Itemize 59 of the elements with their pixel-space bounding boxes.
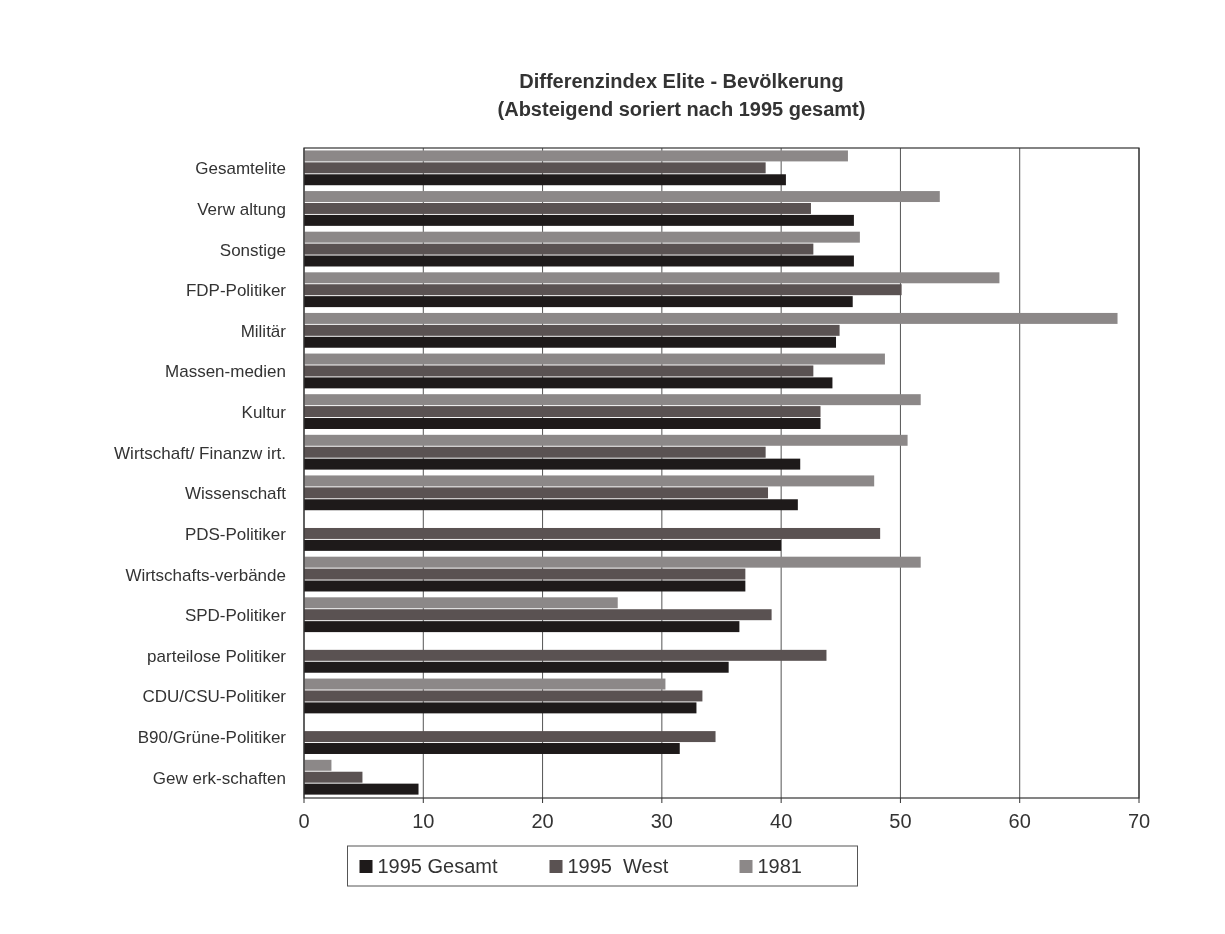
x-tick-label: 20 [531, 810, 554, 832]
y-tick-label: Gesamtelite [195, 159, 286, 179]
bar [304, 458, 801, 470]
bar [304, 150, 848, 162]
legend-label: 1995 West [567, 855, 669, 877]
bar [304, 539, 782, 551]
y-tick-label: parteilose Politiker [147, 646, 287, 666]
bar [304, 743, 680, 754]
y-tick-label: B90/Grüne-Politiker [137, 728, 287, 748]
chart-title: Differenzindex Elite - Bevölkerung [519, 70, 844, 92]
y-tick-label: CDU/CSU-Politiker [142, 687, 287, 707]
bar [304, 434, 908, 446]
bar [304, 336, 837, 348]
bar [304, 394, 921, 406]
x-tick-label: 50 [889, 810, 912, 832]
x-tick-label: 60 [1008, 810, 1031, 832]
bar [304, 255, 854, 267]
bar [304, 312, 1118, 324]
y-tick-label: Wirtschaft/ Finanzw irt. [114, 443, 286, 463]
bar [304, 771, 363, 783]
bar [304, 418, 821, 429]
bar [304, 272, 1000, 284]
x-tick-label: 70 [1127, 810, 1151, 832]
bar [304, 783, 419, 795]
bar [304, 661, 729, 673]
bar [304, 759, 332, 771]
bar [304, 174, 786, 186]
bar [304, 556, 921, 568]
y-tick-label: SPD-Politiker [184, 606, 287, 626]
y-tick-label: Verw altung [197, 199, 286, 219]
y-tick-label: PDS-Politiker [184, 524, 287, 544]
bar [304, 499, 798, 511]
y-tick-label: Sonstige [219, 240, 286, 260]
bar [304, 231, 860, 243]
bar [304, 296, 853, 308]
bar [304, 702, 697, 714]
bar [304, 597, 618, 609]
chart-subtitle: (Absteigend soriert nach 1995 gesamt) [497, 98, 866, 120]
y-tick-label: FDP-Politiker [185, 281, 287, 301]
bar [304, 377, 833, 389]
x-tick-label: 0 [298, 810, 310, 832]
y-tick-label: Militär [240, 321, 287, 341]
bar [304, 580, 746, 592]
x-tick-label: 10 [412, 810, 435, 832]
bar [304, 475, 875, 487]
bar [304, 214, 854, 226]
x-tick-label: 30 [650, 810, 673, 832]
y-tick-label: Wirtschafts-verbände [125, 565, 286, 585]
y-tick-label: Gew erk-schaften [152, 768, 286, 788]
x-tick-label: 40 [770, 810, 793, 832]
y-tick-label: Kultur [241, 403, 287, 423]
y-tick-label: Massen-medien [165, 362, 286, 382]
y-tick-label: Wissenschaft [184, 484, 287, 504]
bar [304, 678, 666, 690]
bar [304, 621, 740, 633]
bar [304, 191, 940, 203]
bar [304, 353, 885, 365]
legend-label: 1981 [757, 855, 802, 877]
legend-label: 1995 Gesamt [377, 855, 499, 877]
